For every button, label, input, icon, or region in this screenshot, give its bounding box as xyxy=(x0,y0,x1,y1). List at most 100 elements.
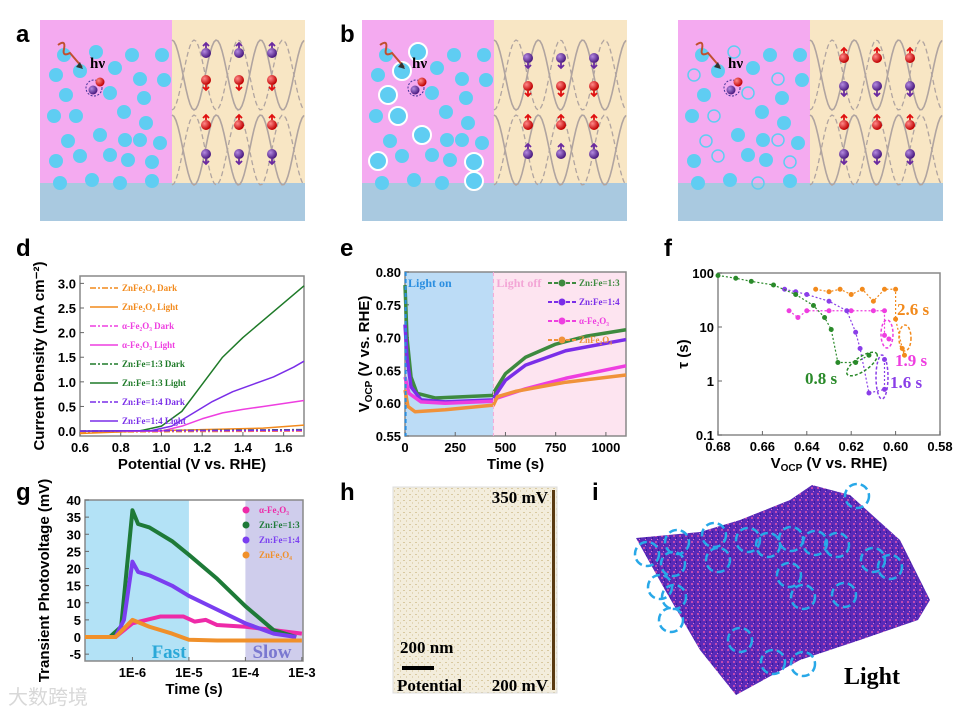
panel-label-i: i xyxy=(592,479,599,506)
particle xyxy=(49,68,63,82)
drift-arrow-icon xyxy=(202,159,210,166)
x-tick-label: 0.62 xyxy=(839,439,864,454)
legend-marker xyxy=(558,317,566,325)
particle xyxy=(771,72,785,86)
x-axis-label: VOCP (V vs. RHE) xyxy=(771,455,888,474)
legend-marker xyxy=(558,279,566,287)
particle xyxy=(53,176,67,190)
highlight-circle xyxy=(876,553,904,581)
y-tick-label: 25 xyxy=(67,544,81,559)
x-tick-label: 500 xyxy=(495,440,517,455)
electron xyxy=(267,75,277,85)
particle xyxy=(69,109,83,123)
panel-label-h: h xyxy=(340,479,355,506)
data-point xyxy=(886,336,892,342)
drift-arrow-icon xyxy=(524,113,532,120)
y-tick-label: -5 xyxy=(69,647,81,662)
particle xyxy=(49,154,63,168)
drift-arrow-icon xyxy=(524,91,532,98)
x-tick-label: 0.60 xyxy=(883,439,908,454)
data-point xyxy=(853,329,859,335)
y-tick-label: 2.0 xyxy=(58,326,76,341)
particle xyxy=(741,148,755,162)
particle xyxy=(379,48,393,62)
drift-arrow-icon xyxy=(557,63,565,70)
particle xyxy=(368,151,388,171)
highlight-circle xyxy=(859,546,887,574)
drift-arrow-icon xyxy=(524,142,532,149)
scale-bar xyxy=(402,666,434,670)
particle xyxy=(121,153,135,167)
particle xyxy=(378,85,398,105)
data-point xyxy=(901,352,907,358)
particle xyxy=(777,116,791,130)
region-label-fast: Fast xyxy=(152,642,188,663)
y-axis-label-rest: (V vs. RHE) xyxy=(356,296,373,381)
electron xyxy=(589,120,599,130)
particle xyxy=(461,116,475,130)
y-axis-label: Current Density (mA cm⁻²) xyxy=(31,261,48,450)
electron xyxy=(523,81,533,91)
data-point xyxy=(771,282,776,288)
y-axis-label-sub: OCP xyxy=(364,380,375,402)
drift-arrow-icon xyxy=(873,159,881,166)
hole xyxy=(872,149,882,159)
data-point xyxy=(882,332,887,338)
particle xyxy=(455,72,469,86)
data-point xyxy=(859,286,865,292)
y-axis-label: τ (s) xyxy=(675,339,692,368)
substrate xyxy=(362,183,627,221)
highlight-ellipse xyxy=(898,324,912,352)
particle xyxy=(425,148,439,162)
photon-wave-icon xyxy=(57,41,83,68)
highlight-circle xyxy=(660,583,688,611)
data-point xyxy=(882,286,887,292)
drift-arrow-icon xyxy=(268,113,276,120)
electron xyxy=(95,77,105,87)
particle xyxy=(746,61,760,75)
y-tick-label: 100 xyxy=(692,266,714,281)
band-curve-solid xyxy=(493,39,627,111)
legend-marker xyxy=(558,336,566,344)
particle xyxy=(145,174,159,188)
x-tick-label: 1.4 xyxy=(234,440,253,455)
photon-label: hν xyxy=(728,56,743,72)
photon-label: hν xyxy=(90,56,105,72)
x-tick-label: 0.68 xyxy=(705,439,730,454)
y-tick-label: 0.5 xyxy=(58,399,76,414)
series-line-3 xyxy=(85,617,302,643)
y-tick-label: 0.70 xyxy=(376,331,401,346)
y-tick-label: 3.0 xyxy=(58,276,76,291)
x-tick-label: 1.6 xyxy=(275,440,293,455)
particle xyxy=(435,176,449,190)
hole xyxy=(410,85,420,95)
highlight-circle xyxy=(633,540,661,568)
highlight-circle xyxy=(657,606,685,634)
particle xyxy=(731,128,745,142)
drift-arrow-icon xyxy=(235,85,243,92)
legend-label: Zn:Fe=1:4 Dark xyxy=(122,397,185,407)
legend-label: ZnFe₂O₄ xyxy=(259,550,292,560)
legend-label: Zn:Fe=1:3 Light xyxy=(122,378,186,388)
hole xyxy=(556,53,566,63)
band-curve-solid xyxy=(171,39,305,111)
drift-arrow-icon xyxy=(906,159,914,166)
band-curve-dashed xyxy=(493,39,627,111)
photon-wave-icon xyxy=(695,41,721,68)
legend-label: Zn:Fe=1:3 xyxy=(259,520,300,530)
plot-frame xyxy=(717,272,941,436)
highlight-circle xyxy=(789,650,817,678)
particle xyxy=(383,134,397,148)
band-curve-solid xyxy=(809,114,943,186)
series-line-3 xyxy=(80,399,305,432)
highlight-circle xyxy=(734,526,762,554)
particle xyxy=(477,48,491,62)
drift-arrow-icon xyxy=(840,46,848,53)
drift-arrow-icon xyxy=(840,113,848,120)
data-point xyxy=(715,272,721,278)
y-tick-label: 20 xyxy=(67,562,81,577)
y-tick-label: 0.1 xyxy=(696,428,714,443)
particle xyxy=(153,136,167,150)
particle xyxy=(464,171,484,191)
data-point xyxy=(826,308,832,314)
